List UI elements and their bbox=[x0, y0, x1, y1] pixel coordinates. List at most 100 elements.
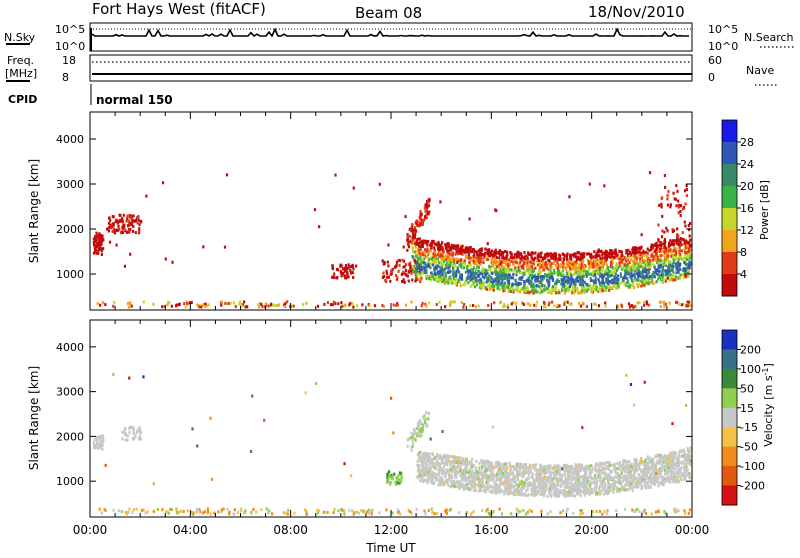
power-cell bbox=[428, 204, 430, 207]
power-cell bbox=[555, 282, 557, 285]
power-cell bbox=[425, 269, 427, 272]
power-cell bbox=[445, 264, 447, 267]
power-cell bbox=[431, 241, 433, 244]
velocity-cell bbox=[432, 453, 434, 456]
power-cell bbox=[575, 265, 577, 268]
power-cell bbox=[501, 279, 503, 282]
power-cell bbox=[595, 276, 597, 279]
power-cell bbox=[456, 270, 458, 273]
velocity-cell bbox=[480, 478, 482, 481]
power-cell bbox=[437, 278, 439, 281]
power-cell bbox=[557, 291, 559, 294]
power-cell bbox=[244, 305, 246, 308]
power-cell bbox=[669, 278, 671, 281]
power-cell bbox=[507, 304, 509, 307]
power-cell bbox=[520, 271, 522, 274]
power-cell bbox=[127, 224, 129, 227]
power-cell bbox=[489, 282, 491, 285]
velocity-cell bbox=[496, 488, 498, 491]
power-cell bbox=[440, 257, 442, 260]
power-cell bbox=[528, 279, 530, 282]
noise-right-top-tick: 10^5 bbox=[708, 23, 738, 36]
power-cell bbox=[323, 303, 325, 306]
power-cell bbox=[531, 288, 533, 291]
power-cell bbox=[398, 264, 400, 267]
power-cell bbox=[606, 273, 608, 276]
power-cell bbox=[396, 276, 398, 279]
velocity-cell bbox=[569, 482, 571, 485]
power-cell bbox=[428, 277, 430, 280]
power-cell bbox=[411, 224, 413, 227]
power-cell bbox=[625, 260, 627, 263]
velocity-cell bbox=[507, 466, 509, 469]
power-cell bbox=[663, 278, 665, 281]
power-cell bbox=[381, 304, 383, 307]
power-cell bbox=[518, 278, 520, 281]
power-cell bbox=[650, 254, 652, 257]
power-cell bbox=[439, 270, 441, 273]
velocity-cell bbox=[121, 437, 123, 440]
power-cell bbox=[532, 258, 534, 261]
power-cell bbox=[610, 261, 612, 264]
power-cell bbox=[533, 262, 535, 265]
power-cell bbox=[513, 259, 515, 262]
power-cell bbox=[567, 286, 569, 289]
power-cell bbox=[659, 241, 661, 244]
power-cell bbox=[516, 261, 518, 264]
power-cell bbox=[583, 272, 585, 275]
power-cell bbox=[550, 291, 552, 294]
power-cell bbox=[133, 220, 135, 223]
power-cell bbox=[352, 267, 354, 270]
power-cell bbox=[527, 302, 529, 305]
power-cell bbox=[523, 251, 525, 254]
power-cell bbox=[126, 215, 128, 218]
power-cell bbox=[643, 261, 645, 264]
power-cell bbox=[427, 201, 429, 204]
y-tick-label: 1000 bbox=[56, 268, 84, 281]
power-cell bbox=[664, 186, 666, 189]
velocity-cell bbox=[450, 480, 452, 483]
power-cell bbox=[518, 282, 520, 285]
power-cell bbox=[654, 275, 656, 278]
power-cell bbox=[114, 231, 116, 234]
y-tick-label: 4000 bbox=[56, 133, 84, 146]
power-cell bbox=[138, 230, 140, 233]
power-cell bbox=[93, 252, 95, 255]
power-cell bbox=[421, 268, 423, 271]
colorbar-tick-label: 20 bbox=[740, 180, 754, 193]
power-cell bbox=[497, 274, 499, 277]
power-cell bbox=[109, 241, 111, 244]
power-cell bbox=[670, 203, 672, 206]
velocity-cell bbox=[574, 482, 576, 485]
power-cell bbox=[662, 260, 664, 263]
power-cell bbox=[547, 291, 549, 294]
power-cell bbox=[641, 233, 643, 236]
power-cell bbox=[475, 305, 477, 308]
power-cell bbox=[636, 278, 638, 281]
power-cell bbox=[505, 257, 507, 260]
power-cell bbox=[565, 265, 567, 268]
power-cell bbox=[550, 252, 552, 255]
power-cell bbox=[554, 252, 556, 255]
power-cell bbox=[493, 301, 495, 304]
power-cell bbox=[482, 259, 484, 262]
power-cell bbox=[112, 305, 114, 308]
power-cell bbox=[484, 248, 486, 251]
power-cell bbox=[603, 287, 605, 290]
power-cell bbox=[528, 291, 530, 294]
colorbar-tick-label: 12 bbox=[740, 224, 754, 237]
power-cell bbox=[634, 246, 636, 249]
power-cell bbox=[663, 246, 665, 249]
velocity-cell bbox=[138, 437, 140, 440]
power-cell bbox=[660, 305, 662, 308]
power-cell bbox=[512, 287, 514, 290]
power-cell bbox=[455, 274, 457, 277]
power-cell bbox=[629, 255, 631, 258]
power-cell bbox=[122, 226, 124, 229]
power-cell bbox=[449, 246, 451, 249]
power-cell bbox=[565, 275, 567, 278]
power-cell bbox=[647, 252, 649, 255]
power-cell bbox=[466, 265, 468, 268]
velocity-cell bbox=[673, 462, 675, 465]
power-cell bbox=[675, 204, 677, 207]
